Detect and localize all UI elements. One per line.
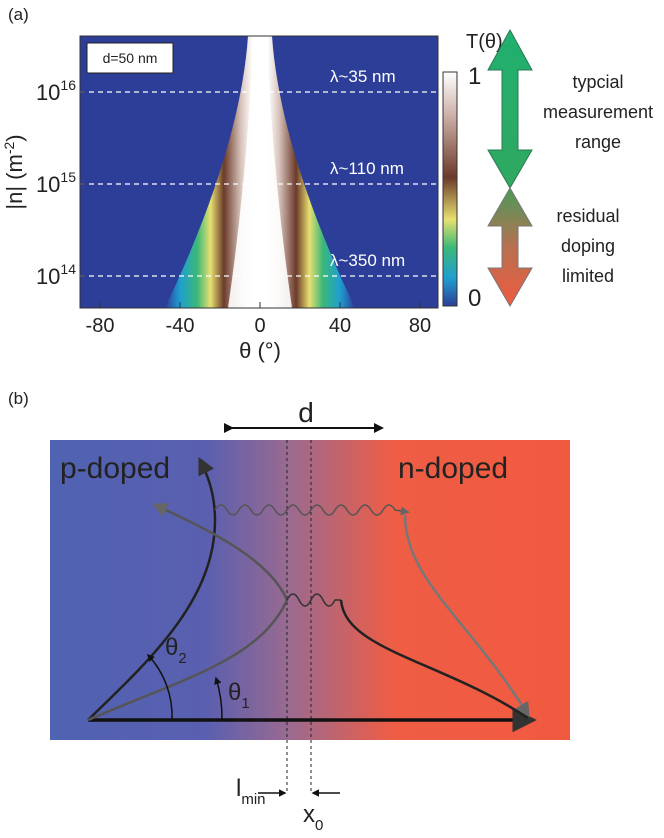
lmin-base: l [236, 775, 241, 802]
trajectories [87, 456, 537, 733]
range-label: measurement [543, 102, 653, 122]
upper-range-arrow [487, 28, 533, 189]
panel-label: (a) [8, 5, 29, 24]
x-tick-label: 40 [329, 315, 351, 337]
colorbar-title: T(θ) [466, 31, 503, 53]
plot-frame [79, 35, 439, 309]
left-region: p-doped [60, 452, 170, 485]
panel-label: (b) [8, 389, 29, 408]
theta1-trajectory [339, 599, 529, 720]
range-label: typcial [572, 72, 623, 92]
wavelength-label: λ~350 nm [330, 251, 405, 270]
x-tick-label: 0 [254, 315, 265, 337]
range-label: doping [561, 236, 615, 256]
wavelength-label: λ~110 nm [330, 159, 404, 178]
colorbar-bottom: 0 [468, 285, 481, 312]
x-axis-label: θ (°) [239, 338, 281, 363]
theta2-base: θ [165, 634, 178, 661]
width-label: d [298, 397, 314, 428]
y-label-end: ) [2, 134, 27, 141]
colorbar [442, 71, 458, 307]
small-wave [286, 593, 341, 607]
lower-range-arrow [487, 187, 533, 307]
y-tick-exp: 15 [60, 169, 76, 185]
theta2-label: θ2 [165, 634, 187, 667]
range-label: residual [556, 206, 619, 226]
y-axis-label: |n| (m-2) [1, 134, 27, 209]
theta2-sub: 2 [178, 650, 186, 667]
tunnel-wave [214, 504, 410, 516]
y-label-sup: -2 [1, 142, 17, 155]
x-tick-label: -80 [86, 315, 115, 337]
right-region: n-doped [398, 452, 508, 485]
y-tick-label: 1014 [36, 261, 76, 289]
theta1-arc [214, 676, 223, 721]
colorbar-top: 1 [468, 63, 481, 90]
x0-base: x [303, 801, 315, 828]
lmin-label: lmin [236, 775, 266, 808]
transmitted-trajectory [403, 514, 530, 718]
wavelength-lines [80, 91, 438, 277]
theta1-label: θ1 [228, 679, 250, 712]
theta2-arc [146, 653, 173, 721]
x0-label: x0 [303, 801, 323, 834]
junction [50, 440, 570, 740]
x0-sub: 0 [315, 817, 323, 834]
y-tick-base: 10 [36, 264, 60, 289]
y-tick-exp: 16 [60, 77, 76, 93]
y-tick-exp: 14 [60, 261, 76, 277]
y-label-main: |n| (m [2, 154, 27, 209]
theta2-trajectory [87, 456, 217, 721]
x-tick-label: -40 [166, 315, 195, 337]
theta1-base: θ [228, 679, 241, 706]
y-tick-label: 1016 [36, 77, 76, 105]
x-tick-label: 80 [409, 315, 431, 337]
y-tick-label: 1015 [36, 169, 76, 197]
theta1-sub: 1 [241, 695, 249, 712]
cone-core [228, 36, 292, 308]
y-tick-base: 10 [36, 172, 60, 197]
lmin-sub: min [241, 791, 265, 808]
range-label: range [575, 132, 621, 152]
inset-box [86, 42, 174, 74]
range-label: limited [562, 266, 614, 286]
y-tick-base: 10 [36, 80, 60, 105]
inset-label: d=50 nm [103, 50, 158, 66]
wavelength-label: λ~35 nm [330, 67, 396, 86]
theta2-reflected [87, 503, 289, 722]
